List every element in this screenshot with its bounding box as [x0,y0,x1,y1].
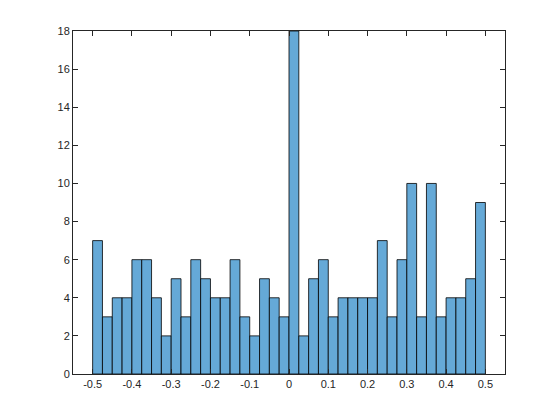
svg-text:14: 14 [58,101,70,113]
svg-text:-0.3: -0.3 [162,378,181,390]
svg-text:18: 18 [58,25,70,37]
svg-text:8: 8 [64,215,70,227]
svg-text:0.5: 0.5 [478,378,493,390]
svg-text:2: 2 [64,330,70,342]
svg-text:12: 12 [58,139,70,151]
svg-text:-0.2: -0.2 [201,378,220,390]
svg-text:16: 16 [58,63,70,75]
svg-text:-0.5: -0.5 [83,378,102,390]
svg-text:6: 6 [64,254,70,266]
svg-text:0.4: 0.4 [438,378,453,390]
svg-text:10: 10 [58,177,70,189]
svg-text:-0.1: -0.1 [240,378,259,390]
svg-text:0: 0 [286,378,292,390]
svg-text:0.2: 0.2 [360,378,375,390]
svg-text:-0.4: -0.4 [122,378,141,390]
svg-text:0: 0 [64,368,70,380]
svg-text:0.1: 0.1 [321,378,336,390]
svg-text:4: 4 [64,292,70,304]
svg-text:0.3: 0.3 [399,378,414,390]
